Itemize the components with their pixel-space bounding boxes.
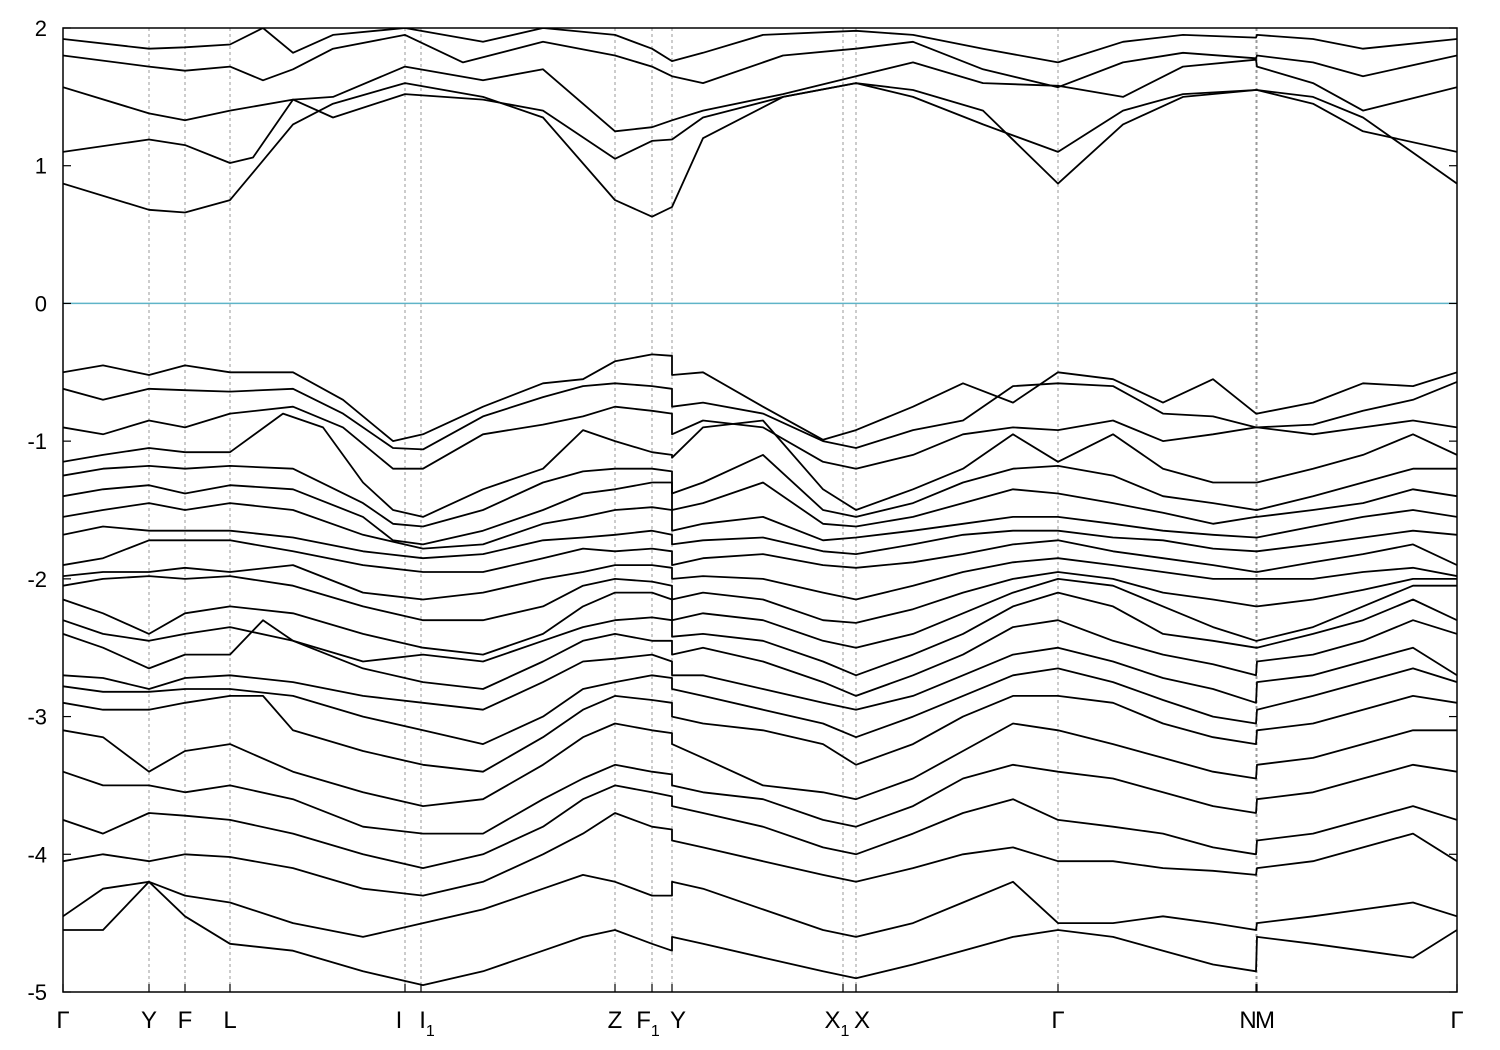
band-line xyxy=(63,28,1457,64)
band-line xyxy=(63,412,1457,518)
kpoint-label: X xyxy=(854,1007,870,1034)
band-line xyxy=(63,58,1457,133)
band-line xyxy=(63,405,1457,470)
band-line xyxy=(63,874,1457,938)
y-axis-ticks: 2 1 0 -1 -2 -3 -4 -5 xyxy=(27,16,1457,1005)
kpoint-label: Y xyxy=(141,1007,157,1034)
kpoint-label: Z xyxy=(608,1007,623,1034)
x-axis-ticks: Γ Y F L I I1 Z F1 Y X1 X Γ NM Γ xyxy=(56,984,1464,1040)
y-tick-label: 1 xyxy=(35,154,47,179)
band-line xyxy=(63,880,1457,986)
kpoint-label: F xyxy=(178,1007,193,1034)
band-line xyxy=(63,454,1457,528)
band-line xyxy=(63,481,1457,546)
kpoint-label: I xyxy=(396,1007,403,1034)
band-line xyxy=(63,784,1457,869)
kpoint-label: L xyxy=(223,1007,236,1034)
y-tick-label: -2 xyxy=(27,567,47,592)
band-line xyxy=(63,722,1457,807)
kpoint-label: Γ xyxy=(56,1007,69,1034)
kpoint-label: N xyxy=(1239,1007,1256,1034)
kpoint-label: M xyxy=(1255,1007,1275,1034)
band-line xyxy=(63,502,1457,550)
y-tick-label: 2 xyxy=(35,16,47,41)
band-line xyxy=(63,763,1457,835)
band-line xyxy=(63,353,1457,442)
band-line xyxy=(63,667,1457,745)
band-line xyxy=(63,82,1457,164)
band-line xyxy=(63,557,1457,601)
kpoint-label: Γ xyxy=(1051,1007,1064,1034)
band-line xyxy=(63,646,1457,711)
band-line xyxy=(63,539,1457,573)
kpoint-label: F1 xyxy=(636,1007,660,1040)
band-lines xyxy=(63,28,1457,986)
band-line xyxy=(63,695,1457,773)
band-line xyxy=(63,578,1457,656)
plot-frame xyxy=(62,27,1458,993)
band-line xyxy=(63,812,1457,897)
kpoint-label: X1 xyxy=(825,1007,850,1040)
band-line xyxy=(63,525,1457,560)
kpoint-label: Y xyxy=(670,1007,686,1034)
band-line xyxy=(63,571,1457,624)
y-tick-label: -5 xyxy=(27,980,47,1005)
band-line xyxy=(63,381,1457,451)
y-tick-label: -3 xyxy=(27,705,47,730)
y-tick-label: -4 xyxy=(27,842,47,867)
kpoint-label: Γ xyxy=(1450,1007,1463,1034)
band-line xyxy=(63,34,1457,89)
band-line xyxy=(63,619,1457,697)
y-tick-label: 0 xyxy=(35,291,47,316)
y-tick-label: -1 xyxy=(27,429,47,454)
kpoint-label: I1 xyxy=(419,1007,435,1040)
band-line xyxy=(63,591,1457,677)
